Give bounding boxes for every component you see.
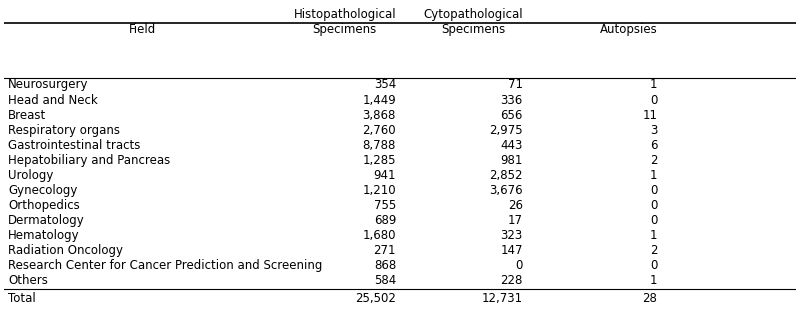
Text: 2,975: 2,975 [489,124,522,137]
Text: Gynecology: Gynecology [8,184,78,197]
Text: 8,788: 8,788 [362,139,396,152]
Text: 1,285: 1,285 [362,154,396,167]
Text: 3,676: 3,676 [489,184,522,197]
Text: Histopathological
Specimens: Histopathological Specimens [294,8,396,36]
Text: 755: 755 [374,199,396,212]
Text: 271: 271 [374,244,396,257]
Text: 981: 981 [500,154,522,167]
Text: Radiation Oncology: Radiation Oncology [8,244,123,257]
Text: Dermatology: Dermatology [8,214,85,227]
Text: 0: 0 [650,184,658,197]
Text: 323: 323 [501,229,522,242]
Text: 2,852: 2,852 [490,169,522,182]
Text: Head and Neck: Head and Neck [8,94,98,107]
Text: 868: 868 [374,259,396,272]
Text: Urology: Urology [8,169,54,182]
Text: 71: 71 [508,78,522,91]
Text: 0: 0 [515,259,522,272]
Text: 354: 354 [374,78,396,91]
Text: Breast: Breast [8,108,46,122]
Text: Gastrointestinal tracts: Gastrointestinal tracts [8,139,141,152]
Text: 12,731: 12,731 [482,292,522,305]
Text: Autopsies: Autopsies [599,23,658,36]
Text: Orthopedics: Orthopedics [8,199,80,212]
Text: 0: 0 [650,214,658,227]
Text: 147: 147 [500,244,522,257]
Text: 2: 2 [650,154,658,167]
Text: Research Center for Cancer Prediction and Screening: Research Center for Cancer Prediction an… [8,259,322,272]
Text: 28: 28 [642,292,658,305]
Text: Others: Others [8,274,48,287]
Text: 17: 17 [508,214,522,227]
Text: 6: 6 [650,139,658,152]
Text: 1,680: 1,680 [362,229,396,242]
Text: 3: 3 [650,124,658,137]
Text: 0: 0 [650,199,658,212]
Text: 336: 336 [501,94,522,107]
Text: Hepatobiliary and Pancreas: Hepatobiliary and Pancreas [8,154,170,167]
Text: 2: 2 [650,244,658,257]
Text: 25,502: 25,502 [355,292,396,305]
Text: 3,868: 3,868 [362,108,396,122]
Text: 1: 1 [650,274,658,287]
Text: 228: 228 [500,274,522,287]
Text: 11: 11 [642,108,658,122]
Text: 2,760: 2,760 [362,124,396,137]
Text: 1: 1 [650,78,658,91]
Text: 1: 1 [650,229,658,242]
Text: 689: 689 [374,214,396,227]
Text: Field: Field [129,23,156,36]
Text: 0: 0 [650,94,658,107]
Text: Cytopathological
Specimens: Cytopathological Specimens [423,8,522,36]
Text: 0: 0 [650,259,658,272]
Text: 1,210: 1,210 [362,184,396,197]
Text: 656: 656 [500,108,522,122]
Text: Neurosurgery: Neurosurgery [8,78,89,91]
Text: 443: 443 [500,139,522,152]
Text: Hematology: Hematology [8,229,80,242]
Text: 1: 1 [650,169,658,182]
Text: 26: 26 [508,199,522,212]
Text: Respiratory organs: Respiratory organs [8,124,120,137]
Text: 941: 941 [374,169,396,182]
Text: Total: Total [8,292,36,305]
Text: 584: 584 [374,274,396,287]
Text: 1,449: 1,449 [362,94,396,107]
